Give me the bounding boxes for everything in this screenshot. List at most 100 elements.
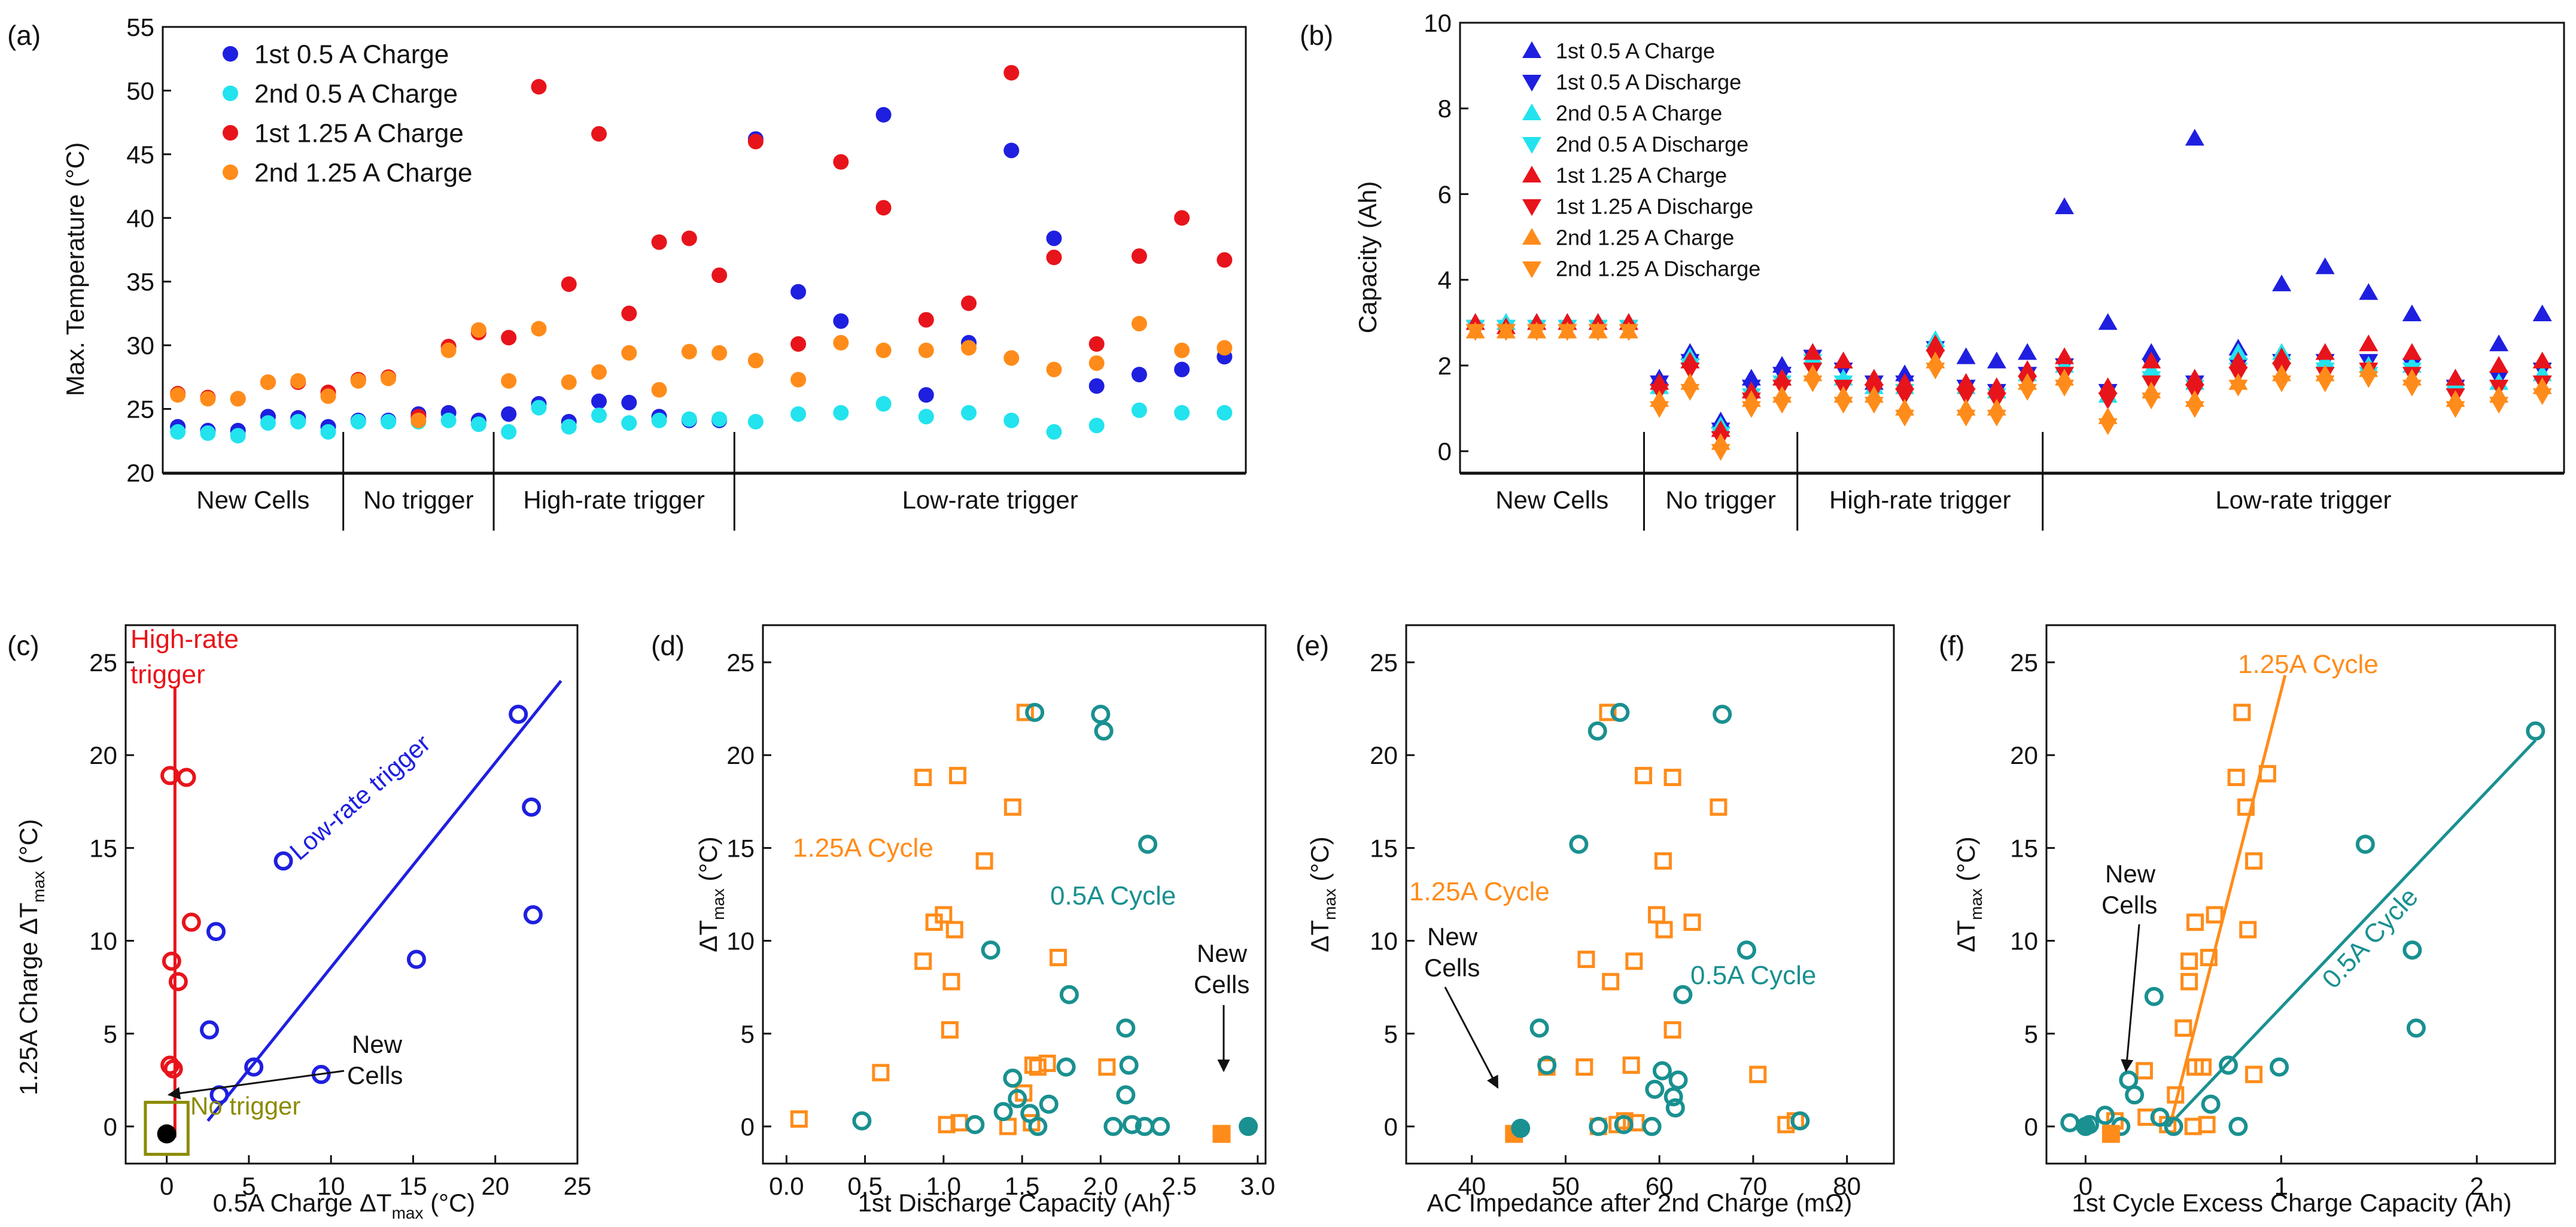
panel-c-point-high-rate-trigger bbox=[163, 1059, 183, 1079]
panel-b-point-1st-0-5-a-charge bbox=[2272, 274, 2292, 291]
panel-e-point-0-5a-cycle bbox=[1652, 1061, 1672, 1080]
panel-f-point-0-5a-cycle bbox=[2060, 1113, 2080, 1132]
panel-a-point-2nd-1-25-a-charge bbox=[591, 364, 607, 380]
panel-d-ylabel-unit: (°C) bbox=[694, 836, 722, 888]
panel-d-point-1-25a-cycle bbox=[938, 1116, 956, 1134]
panel-b-point-2nd-1-25-a-discharge bbox=[2532, 388, 2552, 406]
panel-b-point-1st-1-25-a-discharge bbox=[1895, 388, 1915, 406]
panel-a-point-2nd-1-25-a-charge bbox=[747, 352, 764, 369]
panel-b-point-2nd-1-25-a-discharge bbox=[1619, 324, 1638, 341]
panel-d-point-1-25a-cycle bbox=[1050, 949, 1067, 967]
panel-f-fit-1-25a bbox=[2168, 675, 2287, 1127]
panel-e-xtick-label: 60 bbox=[1646, 1172, 1674, 1200]
panel-d-point-1-25a-cycle bbox=[790, 1110, 808, 1128]
panel-b-point-2nd-1-25-a-discharge bbox=[1496, 324, 1516, 341]
panel-f-point-1-25a-cycle bbox=[2194, 1058, 2212, 1076]
panel-a-point-2nd-1-25-a-charge bbox=[170, 387, 186, 403]
panel-d-point-0-5a-cycle bbox=[1039, 1094, 1059, 1114]
panel-b-point-1st-0-5-a-charge bbox=[2098, 313, 2118, 330]
panel-c-point-low-rate-trigger bbox=[522, 797, 542, 817]
panel-a-group-label-high-rate-trigger: High-rate trigger bbox=[523, 486, 704, 514]
panel-a-point-1st-1-25-a-charge bbox=[561, 276, 577, 292]
panel-f-xtick-label: 2 bbox=[2470, 1172, 2484, 1200]
panel-d-point-1-25a-cycle bbox=[975, 852, 993, 870]
panel-e-point-0-5a-cycle bbox=[1642, 1116, 1662, 1136]
panel-c-ylabel-sub: max bbox=[29, 871, 48, 903]
panel-b-point-2nd-1-25-a-discharge bbox=[1803, 375, 1823, 392]
panel-d-annot-05a: 0.5A Cycle bbox=[1050, 881, 1176, 911]
panel-a-group-axis: New Cells No trigger High-rate trigger Low-… bbox=[163, 432, 1246, 531]
panel-a-point-1st-1-25-a-charge bbox=[621, 305, 637, 321]
panel-d-xtick-label: 1.0 bbox=[926, 1172, 961, 1200]
panel-d-point-0-5a-cycle bbox=[1056, 1057, 1076, 1077]
panel-a-group-label-low-rate-trigger: Low-rate trigger bbox=[902, 486, 1078, 514]
panel-d-point-1-25a-cycle bbox=[1016, 704, 1034, 721]
panel-d-point-0-5a-cycle bbox=[1103, 1116, 1123, 1136]
panel-f-point-0-5a-cycle bbox=[2150, 1107, 2170, 1127]
panel-c-xtick-label: 5 bbox=[242, 1172, 256, 1200]
panel-d-point-0-5a-cycle bbox=[993, 1102, 1013, 1122]
panel-b-group-label-high-rate-trigger: High-rate trigger bbox=[1829, 486, 2011, 514]
panel-d-point-1-25a-cycle bbox=[949, 766, 966, 784]
panel-a-legend-marker-1st-0-5-a-charge bbox=[223, 46, 238, 62]
panel-f-frame bbox=[2045, 624, 2556, 1165]
panel-e-xlabel: AC Impedance after 2nd Charge (mΩ) bbox=[1427, 1189, 1853, 1217]
panel-a-point-2nd-1-25-a-charge bbox=[470, 322, 486, 338]
panel-c-point-high-rate-trigger bbox=[160, 1055, 180, 1075]
panel-f-point-0-5a-cycle bbox=[2144, 987, 2164, 1006]
panel-e-ylabel: ΔTmax (°C) bbox=[1306, 836, 1339, 952]
panel-b-point-1st-1-25-a-charge bbox=[1833, 351, 1853, 369]
panel-a-point-2nd-1-25-a-charge bbox=[681, 343, 697, 360]
panel-e-xtick-label: 80 bbox=[1833, 1172, 1861, 1200]
panel-b-point-2nd-1-25-a-discharge bbox=[2098, 418, 2118, 436]
panel-b-point-2nd-1-25-a-discharge bbox=[1864, 397, 1884, 414]
panel-a-point-2nd-0-5-a-charge bbox=[1216, 404, 1233, 421]
panel-c-point-low-rate-trigger bbox=[244, 1057, 264, 1077]
panel-e-point-0-5a-cycle bbox=[1645, 1079, 1665, 1099]
panel-a-point-2nd-1-25-a-charge bbox=[1131, 315, 1147, 331]
panel-a-point-2nd-1-25-a-charge bbox=[290, 373, 306, 389]
panel-b-label: (b) bbox=[1300, 20, 1333, 51]
panel-c-low-rate-line bbox=[206, 680, 562, 1122]
panel-b-point-1st-1-25-a-charge bbox=[2446, 369, 2465, 386]
panel-a-point-1st-0-5-a-charge bbox=[833, 313, 849, 329]
panel-f-point-1-25a-cycle bbox=[2174, 1019, 2192, 1037]
panel-d-xtick-label: 3.0 bbox=[1240, 1172, 1275, 1200]
panel-e-point-1-25a-cycle bbox=[1602, 973, 1620, 991]
panel-f-point-0-5a-cycle bbox=[2096, 1106, 2115, 1125]
panel-b-point-1st-0-5-a-charge bbox=[2532, 305, 2552, 322]
panel-f-point-0-5a-cycle bbox=[2270, 1057, 2289, 1077]
panel-f-ytick-label: 0 bbox=[2024, 1113, 2038, 1141]
panel-c: (c) 1.25A Charge ΔTmax (°C) 0.5A Charge … bbox=[7, 624, 591, 1222]
panel-f-ytick-label: 20 bbox=[2010, 741, 2038, 769]
panel-b-point-1st-1-25-a-charge bbox=[2055, 347, 2075, 364]
panel-c-ytick-label: 0 bbox=[104, 1113, 117, 1141]
panel-b-point-1st-1-25-a-charge bbox=[2489, 355, 2509, 373]
panel-d-point-1-25a-cycle bbox=[935, 906, 953, 924]
panel-a-ytick-label: 55 bbox=[126, 13, 154, 41]
panel-b-legend-label-1st-0-5-a-discharge: 1st 0.5 A Discharge bbox=[1556, 70, 1741, 95]
panel-f-ylabel-main: ΔT bbox=[1952, 920, 1980, 952]
panel-b-point-1st-1-25-a-charge bbox=[2272, 347, 2292, 364]
panel-b-point-2nd-1-25-a-discharge bbox=[1527, 324, 1547, 341]
panel-d-ytick-label: 0 bbox=[741, 1113, 755, 1141]
panel-a-group-label-no-trigger: No trigger bbox=[363, 486, 473, 514]
panel-e-point-0-5a-cycle bbox=[1736, 940, 1756, 960]
panel-a-point-1st-0-5-a-charge bbox=[1131, 367, 1147, 383]
panel-b-legend: 1st 0.5 A Charge 1st 0.5 A Discharge 2nd 0… bbox=[1522, 39, 1760, 281]
panel-b-point-2nd-1-25-a-discharge bbox=[1711, 444, 1730, 461]
panel-b-point-1st-1-25-a-charge bbox=[2359, 334, 2379, 352]
panel-a-point-2nd-0-5-a-charge bbox=[170, 424, 186, 440]
panel-a-ytick-label: 25 bbox=[126, 395, 154, 424]
panel-e-point-0-5a-cycle bbox=[1663, 1087, 1683, 1107]
panel-e-point-1-25a-cycle bbox=[1683, 914, 1701, 931]
panel-a-point-1st-1-25-a-charge bbox=[961, 295, 977, 311]
panel-a-point-2nd-0-5-a-charge bbox=[200, 425, 216, 442]
panel-d-point-0-5a-cycle bbox=[981, 940, 1000, 960]
panel-f-xtick-label: 0 bbox=[2079, 1172, 2093, 1200]
panel-a-point-1st-0-5-a-charge bbox=[875, 106, 892, 123]
panel-f-ylabel-unit: (°C) bbox=[1952, 836, 1980, 888]
panel-a-point-1st-1-25-a-charge bbox=[1046, 249, 1062, 266]
panel-d-ytick-label: 15 bbox=[726, 834, 755, 862]
panel-d-point-0-5a-cycle bbox=[1122, 1115, 1142, 1134]
